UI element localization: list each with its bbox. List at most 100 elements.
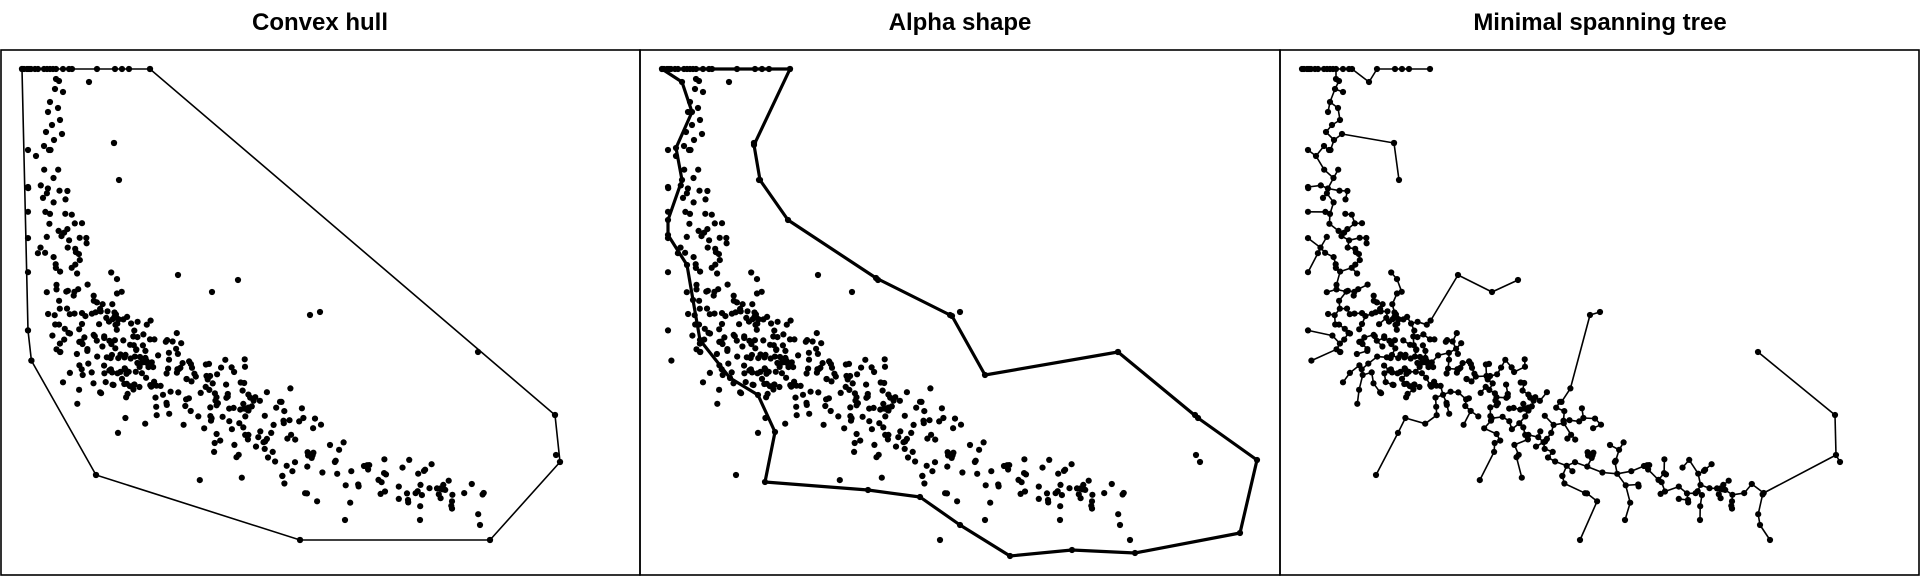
mst-point xyxy=(1489,380,1496,387)
alpha-point xyxy=(805,349,813,356)
alpha-point xyxy=(924,435,931,442)
hull-point xyxy=(439,486,446,493)
hull-point xyxy=(153,403,160,410)
alpha-point xyxy=(881,379,888,387)
mst-point xyxy=(1413,346,1420,353)
hull-point xyxy=(68,211,75,218)
alpha-point xyxy=(835,413,842,420)
mst-point xyxy=(1543,389,1550,396)
hull-point xyxy=(56,116,64,124)
mst-point xyxy=(1552,458,1559,465)
alpha-point xyxy=(742,379,749,386)
mst-point xyxy=(1445,356,1453,363)
hull-point xyxy=(355,483,362,490)
hull-point xyxy=(142,420,149,427)
hull-point xyxy=(551,411,559,419)
mst-point xyxy=(1620,439,1627,446)
hull-point xyxy=(167,388,174,395)
hull-point xyxy=(187,361,194,368)
alpha-point xyxy=(1055,470,1062,477)
alpha-point xyxy=(871,368,878,376)
alpha-point xyxy=(882,413,889,420)
mst-point xyxy=(1305,185,1312,192)
alpha-point xyxy=(1191,411,1199,419)
mst-point xyxy=(1370,380,1377,387)
mst-point xyxy=(1402,414,1409,422)
mst-point xyxy=(1754,348,1762,356)
hull-point xyxy=(56,305,63,312)
alpha-point xyxy=(774,318,781,325)
alpha-point xyxy=(938,405,946,412)
hull-point xyxy=(422,466,429,473)
hull-point xyxy=(37,182,44,189)
alpha-point xyxy=(699,65,707,73)
mst-point xyxy=(1567,385,1574,392)
hull-point xyxy=(205,360,213,367)
alpha-point xyxy=(705,329,712,336)
hull-point xyxy=(92,309,99,316)
mst-point xyxy=(1304,208,1312,215)
alpha-point xyxy=(864,393,871,400)
mst-point xyxy=(1356,386,1363,393)
mst-point xyxy=(1725,477,1732,484)
hull-point xyxy=(256,397,263,404)
mst-point xyxy=(1494,371,1501,378)
hull-point xyxy=(196,477,203,484)
mst-point xyxy=(1536,397,1543,404)
alpha-point xyxy=(690,199,697,206)
alpha-point xyxy=(773,346,780,353)
alpha-point xyxy=(806,410,813,417)
mst-point xyxy=(1356,326,1363,333)
alpha-point xyxy=(692,65,700,73)
hull-point xyxy=(289,468,296,475)
hull-point xyxy=(241,356,248,363)
alpha-point xyxy=(827,361,835,368)
alpha-point xyxy=(1085,477,1092,484)
hull-point xyxy=(183,376,190,383)
alpha-point xyxy=(725,360,732,367)
hull-point xyxy=(412,490,419,497)
hull-point xyxy=(272,458,279,465)
alpha-point xyxy=(753,314,760,321)
alpha-point xyxy=(814,271,822,279)
mst-point xyxy=(1697,503,1704,510)
mst-point xyxy=(1481,425,1488,432)
mst-point xyxy=(1692,490,1699,497)
hull-point xyxy=(207,404,214,411)
alpha-point xyxy=(736,321,743,328)
alpha-point xyxy=(950,425,957,432)
hull-point xyxy=(130,333,137,340)
alpha-point xyxy=(716,257,723,264)
alpha-point xyxy=(787,317,794,324)
mst-point xyxy=(1344,187,1351,195)
hull-point xyxy=(59,379,67,386)
hull-point xyxy=(24,146,32,154)
hull-point xyxy=(82,313,89,320)
mst-point xyxy=(1322,249,1329,256)
alpha-point xyxy=(1088,498,1096,505)
mst-point xyxy=(1528,403,1535,410)
mst-point xyxy=(1370,292,1377,299)
hull-point xyxy=(157,382,164,389)
mst-point xyxy=(1606,441,1614,449)
hull-point xyxy=(63,305,71,312)
alpha-point xyxy=(1046,456,1053,463)
alpha-point xyxy=(822,402,829,410)
hull-point xyxy=(56,297,63,304)
hull-point xyxy=(219,413,226,420)
alpha-point xyxy=(880,424,887,431)
hull-point xyxy=(108,269,115,276)
hull-point xyxy=(101,333,108,340)
hull-point xyxy=(163,401,170,408)
alpha-point xyxy=(813,345,820,352)
mst-point xyxy=(1354,270,1361,277)
alpha-point xyxy=(699,88,707,96)
hull-point xyxy=(113,326,120,333)
mst-point xyxy=(1423,374,1430,381)
mst-point xyxy=(1332,261,1339,268)
hull-point xyxy=(123,394,130,401)
alpha-point xyxy=(739,301,746,308)
mst-point xyxy=(1519,387,1526,394)
alpha-point xyxy=(940,414,947,422)
alpha-point xyxy=(1126,536,1134,544)
